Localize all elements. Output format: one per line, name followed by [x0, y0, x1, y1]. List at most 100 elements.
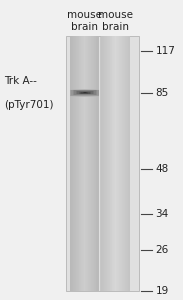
Bar: [94, 90, 96, 91]
Bar: [117, 36, 118, 291]
Bar: [76, 36, 77, 291]
Bar: [77, 94, 79, 95]
Bar: [97, 92, 98, 93]
Bar: [71, 93, 73, 94]
Bar: [80, 94, 82, 95]
Bar: [104, 36, 105, 291]
Bar: [83, 89, 84, 90]
Bar: [111, 36, 112, 291]
Bar: [94, 95, 96, 96]
Bar: [74, 92, 76, 93]
Bar: [87, 36, 88, 291]
Text: 19: 19: [156, 286, 169, 296]
Bar: [94, 36, 95, 291]
Bar: [71, 36, 72, 291]
Bar: [96, 94, 97, 95]
Bar: [93, 92, 94, 93]
Bar: [87, 93, 89, 94]
Bar: [97, 94, 98, 95]
Bar: [121, 36, 122, 291]
Bar: [81, 93, 83, 94]
Bar: [91, 94, 93, 95]
Bar: [80, 92, 82, 93]
Bar: [78, 36, 79, 291]
Bar: [126, 36, 127, 291]
Bar: [86, 90, 87, 91]
Bar: [77, 89, 79, 90]
Bar: [77, 96, 79, 97]
Bar: [80, 96, 82, 97]
Bar: [87, 92, 89, 93]
Bar: [84, 94, 86, 95]
Bar: [76, 96, 77, 97]
Bar: [83, 90, 84, 91]
Bar: [119, 36, 120, 291]
Bar: [97, 96, 98, 97]
Text: 34: 34: [156, 209, 169, 219]
Bar: [73, 96, 74, 97]
Bar: [79, 36, 80, 291]
Bar: [70, 94, 72, 95]
Bar: [92, 36, 93, 291]
Bar: [112, 36, 114, 291]
Bar: [79, 95, 80, 96]
Bar: [90, 93, 92, 94]
Text: (pTyr701): (pTyr701): [4, 100, 53, 110]
Bar: [71, 90, 73, 91]
Bar: [73, 89, 74, 90]
Bar: [71, 88, 73, 90]
Bar: [70, 95, 72, 96]
Bar: [70, 88, 72, 90]
Bar: [88, 93, 90, 94]
Bar: [70, 90, 72, 91]
Bar: [90, 89, 92, 90]
Bar: [93, 96, 94, 97]
Bar: [84, 95, 86, 96]
Bar: [79, 89, 80, 90]
Bar: [91, 91, 93, 92]
Bar: [70, 93, 72, 94]
Bar: [71, 95, 73, 96]
Bar: [97, 93, 98, 94]
Bar: [70, 89, 72, 90]
Bar: [71, 96, 73, 97]
Bar: [73, 95, 74, 96]
Bar: [81, 89, 83, 90]
Bar: [96, 96, 97, 97]
Bar: [90, 96, 92, 97]
Bar: [79, 96, 80, 97]
Bar: [89, 36, 90, 291]
Bar: [88, 90, 90, 91]
Bar: [77, 90, 79, 91]
Bar: [84, 89, 86, 90]
Bar: [93, 88, 94, 90]
Bar: [87, 94, 89, 95]
Bar: [96, 96, 97, 97]
Bar: [116, 36, 117, 291]
Bar: [91, 88, 93, 90]
Bar: [115, 36, 116, 291]
Bar: [88, 92, 90, 93]
Bar: [80, 88, 82, 90]
Bar: [73, 92, 74, 93]
Bar: [96, 36, 98, 291]
Bar: [84, 96, 86, 97]
Bar: [109, 36, 110, 291]
Bar: [94, 89, 96, 90]
Bar: [79, 90, 80, 91]
Bar: [70, 96, 72, 97]
Bar: [77, 93, 79, 94]
Bar: [97, 88, 98, 90]
Bar: [84, 96, 86, 97]
Bar: [87, 96, 89, 97]
Bar: [83, 96, 84, 97]
Bar: [111, 36, 113, 291]
Bar: [79, 93, 80, 94]
Bar: [73, 88, 74, 90]
Bar: [94, 96, 96, 97]
Bar: [86, 89, 87, 90]
Bar: [77, 92, 79, 93]
Bar: [73, 91, 74, 92]
Bar: [102, 36, 103, 291]
Bar: [86, 88, 87, 90]
